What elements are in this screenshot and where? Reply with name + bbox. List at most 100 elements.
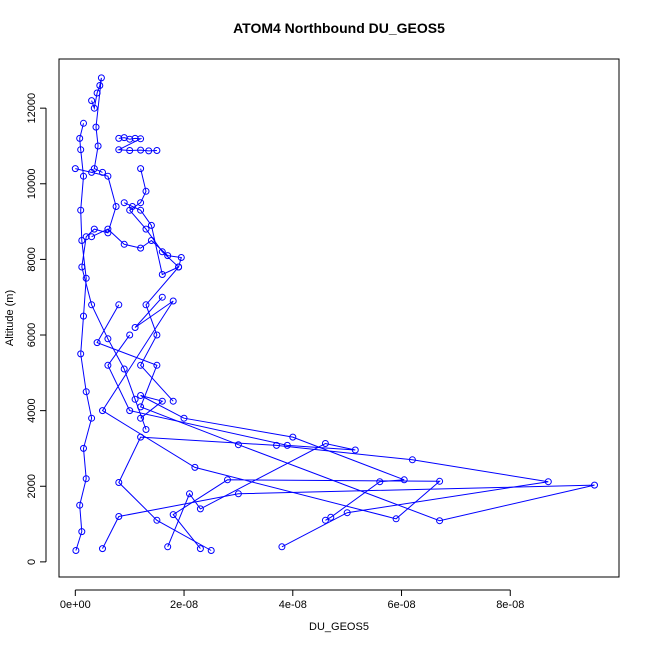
data-point — [97, 74, 105, 82]
y-axis-label: Altitude (m) — [4, 290, 16, 346]
data-point — [400, 476, 408, 484]
data-point — [283, 441, 291, 449]
series-line — [128, 168, 180, 402]
data-point — [126, 407, 134, 415]
y-tick-label: 10000 — [26, 168, 38, 199]
data-point — [104, 172, 112, 180]
data-point — [321, 516, 329, 524]
data-point — [104, 335, 112, 343]
data-point — [82, 475, 90, 483]
data-point — [175, 263, 183, 271]
data-point — [88, 414, 96, 422]
data-point — [207, 547, 215, 554]
data-point — [71, 165, 79, 173]
data-point — [351, 446, 359, 454]
data-point — [78, 263, 86, 271]
data-point — [273, 441, 280, 449]
data-point — [92, 123, 100, 131]
data-point — [93, 339, 101, 347]
data-point — [126, 147, 134, 154]
data-point — [153, 361, 161, 369]
data-point — [153, 147, 161, 154]
data-point — [289, 433, 297, 441]
data-point — [321, 440, 329, 447]
series-line — [118, 436, 549, 551]
data-point — [77, 146, 85, 154]
series-line — [101, 296, 441, 549]
data-point — [408, 456, 416, 464]
data-point — [147, 221, 155, 229]
data-point — [164, 543, 172, 551]
data-point — [177, 254, 185, 261]
data-point — [137, 146, 145, 154]
data-point — [115, 513, 123, 520]
data-point — [82, 274, 90, 282]
data-point — [278, 543, 286, 551]
data-point — [78, 237, 86, 244]
data-point — [88, 97, 96, 105]
data-point — [93, 89, 101, 97]
data-point — [80, 312, 87, 320]
series-2 — [93, 301, 598, 553]
data-point — [196, 505, 204, 513]
y-axis: 0 2000 4000 6000 8000 10000 12000 — [26, 93, 47, 565]
series-9 — [115, 134, 161, 155]
data-point — [112, 203, 120, 210]
data-point — [82, 388, 90, 396]
data-point — [96, 82, 104, 89]
data-point — [544, 478, 552, 486]
data-point — [137, 361, 145, 369]
data-point — [104, 229, 112, 237]
data-point — [142, 301, 150, 309]
series-10 — [88, 199, 185, 278]
data-point — [196, 545, 204, 553]
data-point — [88, 168, 96, 176]
data-point — [115, 146, 123, 154]
data-point — [137, 165, 145, 173]
data-point — [80, 119, 87, 127]
data-point — [99, 545, 106, 553]
y-tick-label: 2000 — [26, 474, 38, 498]
data-point — [137, 244, 145, 252]
x-tick-label: 2e-08 — [170, 599, 198, 611]
data-point — [436, 477, 444, 485]
series-line — [91, 202, 182, 276]
data-point — [137, 206, 145, 214]
data-point — [120, 240, 128, 248]
data-point — [128, 203, 136, 210]
series-4 — [99, 293, 444, 553]
data-point — [147, 237, 155, 244]
data-point — [80, 172, 87, 180]
data-point — [343, 509, 351, 517]
series-line — [75, 123, 93, 551]
data-point — [145, 147, 153, 155]
data-point — [142, 225, 150, 233]
data-point — [392, 515, 400, 523]
data-point — [131, 324, 139, 331]
data-point — [327, 513, 335, 521]
data-point — [90, 225, 98, 233]
data-point — [76, 501, 84, 509]
data-point — [158, 397, 166, 405]
data-point — [376, 478, 384, 486]
data-point — [131, 395, 139, 403]
y-tick-label: 0 — [26, 559, 38, 565]
plot-frame — [58, 58, 620, 578]
series-line — [91, 77, 103, 173]
data-point — [115, 479, 123, 486]
data-point — [137, 199, 145, 207]
chart-title: ATOM4 Northbound DU_GEOS5 — [233, 20, 445, 36]
series-line — [96, 304, 595, 549]
data-point — [234, 490, 242, 498]
data-point — [158, 271, 166, 278]
data-point — [88, 301, 96, 309]
series-line — [75, 168, 147, 430]
series-5 — [104, 331, 359, 551]
data-point — [153, 516, 161, 524]
data-point — [169, 397, 177, 405]
data-point — [164, 252, 172, 260]
data-point — [115, 301, 123, 309]
data-point — [137, 392, 145, 399]
